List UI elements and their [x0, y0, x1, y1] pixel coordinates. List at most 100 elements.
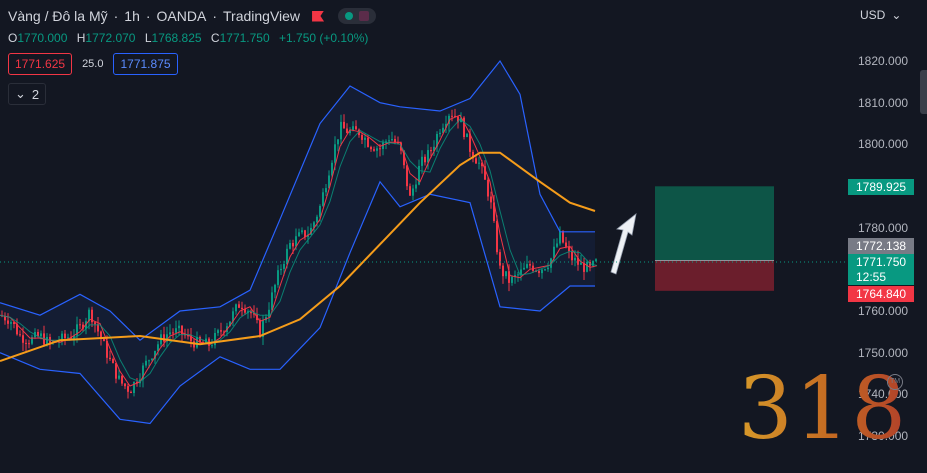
- candle-body: [241, 307, 243, 309]
- candle-body: [220, 330, 222, 332]
- candle-body: [403, 150, 405, 166]
- side-panel-handle[interactable]: [920, 70, 927, 114]
- candle-body: [91, 309, 93, 323]
- candle-body: [343, 121, 345, 129]
- candle-body: [469, 133, 471, 152]
- candle-body: [289, 243, 291, 249]
- candle-body: [529, 264, 531, 266]
- candle-body: [130, 391, 132, 394]
- candle-body: [67, 337, 69, 339]
- candle-body: [31, 337, 33, 344]
- candle-body: [556, 243, 558, 247]
- header-sep: ·: [212, 8, 217, 24]
- candle-body: [112, 359, 114, 364]
- candle-body: [148, 360, 150, 362]
- sell-button[interactable]: 1771.625: [8, 53, 73, 75]
- candle-body: [430, 150, 432, 152]
- candle-body: [88, 309, 90, 322]
- candle-body: [259, 320, 261, 337]
- market-status-pill[interactable]: [338, 8, 377, 24]
- symbol-name[interactable]: Vàng / Đô la Mỹ: [8, 8, 108, 24]
- market-open-icon: [345, 12, 354, 20]
- candle-body: [424, 156, 426, 163]
- candle-body: [472, 151, 474, 159]
- header-sep: ·: [145, 8, 151, 24]
- candle-body: [319, 206, 321, 217]
- candle-body: [559, 230, 561, 244]
- candle-body: [442, 127, 444, 133]
- candle-body: [190, 335, 192, 342]
- candle-body: [511, 276, 513, 283]
- candle-body: [439, 132, 441, 135]
- candle-body: [142, 365, 144, 380]
- candle-body: [334, 144, 336, 163]
- candle-body: [187, 335, 189, 337]
- candle-body: [328, 175, 330, 188]
- candle-body: [229, 321, 231, 327]
- candle-body: [7, 320, 9, 324]
- candle-body: [151, 358, 153, 361]
- change-value: +1.750 (+0.10%): [279, 31, 369, 45]
- candle-body: [418, 166, 420, 185]
- price-tick-label: 1810.000: [858, 95, 909, 110]
- candle-body: [292, 243, 294, 247]
- candle-body: [109, 357, 111, 359]
- candle-body: [388, 140, 390, 142]
- candle-body: [574, 257, 576, 261]
- spread-value: 25.0: [82, 58, 104, 70]
- candle-body: [523, 267, 525, 270]
- candle-body: [541, 269, 543, 274]
- buy-button[interactable]: 1771.875: [113, 53, 178, 75]
- candle-body: [433, 146, 435, 152]
- candle-body: [538, 270, 540, 274]
- candle-body: [133, 381, 135, 393]
- currency-selector[interactable]: USD ⌄: [860, 8, 901, 22]
- candle-body: [115, 363, 117, 379]
- candle-body: [499, 252, 501, 266]
- indicators-toggle[interactable]: ⌄ 2: [8, 83, 47, 105]
- interval-label[interactable]: 1h: [124, 8, 140, 24]
- candle-body: [271, 292, 273, 310]
- candle-body: [349, 130, 351, 133]
- candle-body: [73, 335, 75, 339]
- trade-panel: 1771.625 25.0 1771.875: [8, 53, 178, 75]
- close-value: 1771.750: [219, 31, 270, 45]
- candle-body: [97, 324, 99, 332]
- candle-body: [457, 116, 459, 123]
- candle-body: [172, 332, 174, 334]
- watermark-318: 318: [738, 359, 909, 459]
- last-price-tag: 1771.750 12:55: [848, 254, 914, 285]
- candle-body: [337, 139, 339, 145]
- candle-body: [100, 331, 102, 339]
- trademark-icon: TM: [887, 374, 903, 390]
- candle-body: [448, 115, 450, 124]
- candle-body: [562, 230, 564, 243]
- candle-body: [427, 150, 429, 163]
- candle-body: [547, 267, 549, 270]
- candle-body: [166, 334, 168, 342]
- candle-body: [163, 334, 165, 342]
- candle-body: [178, 325, 180, 329]
- candle-body: [577, 257, 579, 265]
- last-price-value: 1771.750: [856, 255, 907, 269]
- flag-icon[interactable]: [312, 10, 325, 22]
- loss-zone: [655, 260, 774, 291]
- candle-body: [196, 337, 198, 348]
- candle-body: [340, 121, 342, 140]
- candle-body: [124, 383, 126, 387]
- candle-body: [502, 265, 504, 277]
- broker-label: OANDA: [156, 8, 207, 24]
- candle-body: [331, 162, 333, 176]
- bollinger-upper-line: [0, 59, 595, 341]
- candle-body: [325, 188, 327, 193]
- candle-body: [121, 375, 123, 384]
- candle-body: [157, 344, 159, 351]
- bollinger-band-fill: [0, 61, 595, 424]
- candle-body: [466, 133, 468, 137]
- candle-body: [475, 158, 477, 164]
- candle-body: [4, 316, 6, 321]
- candle-body: [286, 248, 288, 264]
- candle-body: [169, 332, 171, 335]
- stop-price-tag: 1764.840: [848, 286, 914, 302]
